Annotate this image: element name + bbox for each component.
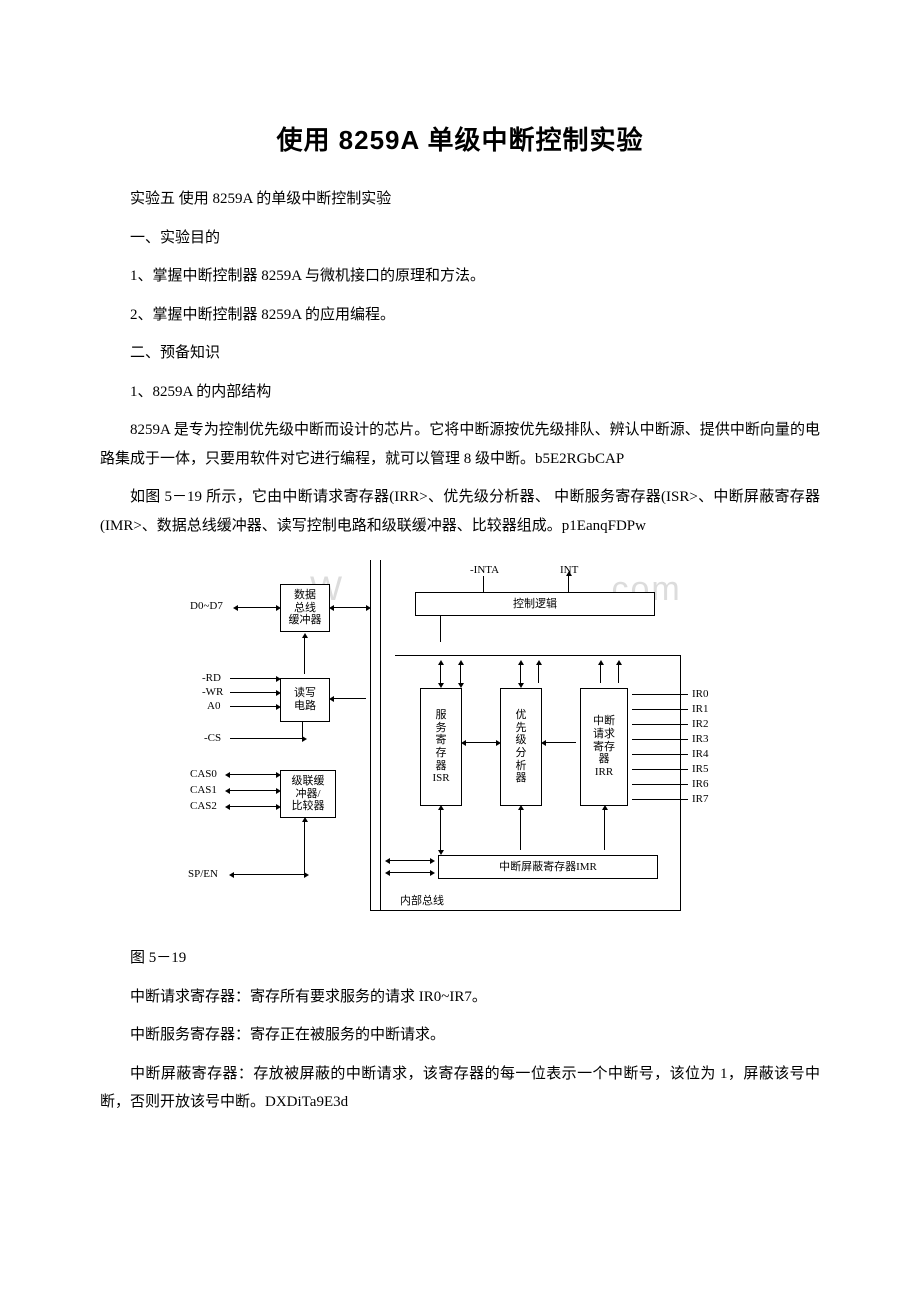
block-imr: 中断屏蔽寄存器IMR [438, 855, 658, 879]
paragraph: 二、预备知识 [100, 339, 820, 368]
arrow [238, 607, 276, 608]
block-diagram-8259a: W .com -INTA INT 控制逻辑 [180, 560, 740, 920]
paragraph: 8259A 是专为控制优先级中断而设计的芯片。它将中断源按优先级排队、辨认中断源… [100, 416, 820, 473]
block-label: 数据 总线 缓冲器 [288, 587, 323, 629]
arrow [390, 872, 430, 873]
arrow [600, 665, 601, 683]
inner-bus-label: 内部总线 [400, 892, 444, 908]
pin-label-a0: A0 [207, 700, 220, 712]
pin-label-ir4: IR4 [692, 748, 709, 760]
pin-label-inta: -INTA [470, 564, 499, 576]
block-label: 服 务 寄 存 器 ISR [431, 707, 450, 787]
block-cascade-buffer: 级联缓 冲器/ 比较器 [280, 770, 336, 818]
block-label: 级联缓 冲器/ 比较器 [291, 773, 326, 815]
frame-line [395, 655, 681, 656]
wire [632, 799, 688, 800]
arrow [230, 706, 276, 707]
wire [632, 694, 688, 695]
block-isr: 服 务 寄 存 器 ISR [420, 688, 462, 806]
pin-label-wr: -WR [202, 686, 223, 698]
arrow [230, 678, 276, 679]
arrow [520, 665, 521, 683]
arrow [440, 665, 441, 683]
wire [632, 739, 688, 740]
wire [632, 769, 688, 770]
arrow [604, 810, 605, 850]
arrow [230, 790, 276, 791]
frame-line [370, 560, 371, 910]
wire [632, 754, 688, 755]
arrow [618, 665, 619, 683]
pin-label-cas0: CAS0 [190, 768, 217, 780]
document-page: 使用 8259A 单级中断控制实验 实验五 使用 8259A 的单级中断控制实验… [0, 0, 920, 1187]
arrow [304, 638, 305, 674]
arrow [334, 607, 366, 608]
arrow [568, 576, 569, 592]
pin-label-ir1: IR1 [692, 703, 709, 715]
arrow [460, 665, 461, 683]
paragraph: 1、8259A 的内部结构 [100, 378, 820, 407]
arrow [230, 774, 276, 775]
paragraph: 如图 5－19 所示，它由中断请求寄存器(IRR>、优先级分析器、 中断服务寄存… [100, 483, 820, 540]
arrow [520, 810, 521, 850]
arrow [230, 738, 302, 739]
frame-line [380, 560, 381, 910]
wire [632, 784, 688, 785]
block-priority-analyzer: 优 先 级 分 析 器 [500, 688, 542, 806]
paragraph: 中断服务寄存器：寄存正在被服务的中断请求。 [100, 1021, 820, 1050]
wire [440, 616, 441, 642]
paragraph: 2、掌握中断控制器 8259A 的应用编程。 [100, 301, 820, 330]
block-label: 控制逻辑 [513, 598, 557, 611]
block-read-write: 读写 电路 [280, 678, 330, 722]
pin-label-ir3: IR3 [692, 733, 709, 745]
pin-label-ir6: IR6 [692, 778, 709, 790]
arrow [234, 874, 304, 875]
pin-label-d0d7: D0~D7 [190, 600, 223, 612]
arrow [483, 576, 484, 592]
document-title: 使用 8259A 单级中断控制实验 [100, 120, 820, 157]
paragraph: 中断屏蔽寄存器：存放被屏蔽的中断请求，该寄存器的每一位表示一个中断号，该位为 1… [100, 1060, 820, 1117]
pin-label-ir2: IR2 [692, 718, 709, 730]
arrow [304, 822, 305, 874]
pin-label-ir0: IR0 [692, 688, 709, 700]
pin-label-ir5: IR5 [692, 763, 709, 775]
wire [632, 724, 688, 725]
diagram-container: W .com -INTA INT 控制逻辑 [100, 560, 820, 920]
block-control-logic: 控制逻辑 [415, 592, 655, 616]
block-label: 优 先 级 分 析 器 [515, 707, 528, 787]
arrow [230, 806, 276, 807]
arrow [538, 665, 539, 683]
block-label: 中断 请求 寄存 器 IRR [592, 713, 616, 780]
figure-caption: 图 5－19 [100, 944, 820, 973]
arrow [466, 742, 496, 743]
arrow [440, 810, 441, 850]
frame-line [370, 910, 680, 911]
paragraph: 1、掌握中断控制器 8259A 与微机接口的原理和方法。 [100, 262, 820, 291]
pin-label-cs: -CS [204, 732, 221, 744]
wire [632, 709, 688, 710]
block-irr: 中断 请求 寄存 器 IRR [580, 688, 628, 806]
pin-label-cas1: CAS1 [190, 784, 217, 796]
pin-label-rd: -RD [202, 672, 221, 684]
pin-label-spen: SP/EN [188, 868, 218, 880]
block-label: 读写 电路 [293, 685, 317, 714]
arrow [230, 692, 276, 693]
arrow [334, 698, 366, 699]
arrow [546, 742, 576, 743]
paragraph: 实验五 使用 8259A 的单级中断控制实验 [100, 185, 820, 214]
paragraph: 一、实验目的 [100, 224, 820, 253]
pin-label-int: INT [560, 564, 578, 576]
block-data-buffer: 数据 总线 缓冲器 [280, 584, 330, 632]
paragraph: 中断请求寄存器：寄存所有要求服务的请求 IR0~IR7。 [100, 983, 820, 1012]
wire [302, 722, 303, 739]
pin-label-cas2: CAS2 [190, 800, 217, 812]
pin-label-ir7: IR7 [692, 793, 709, 805]
block-label: 中断屏蔽寄存器IMR [499, 861, 597, 874]
arrow [390, 860, 430, 861]
